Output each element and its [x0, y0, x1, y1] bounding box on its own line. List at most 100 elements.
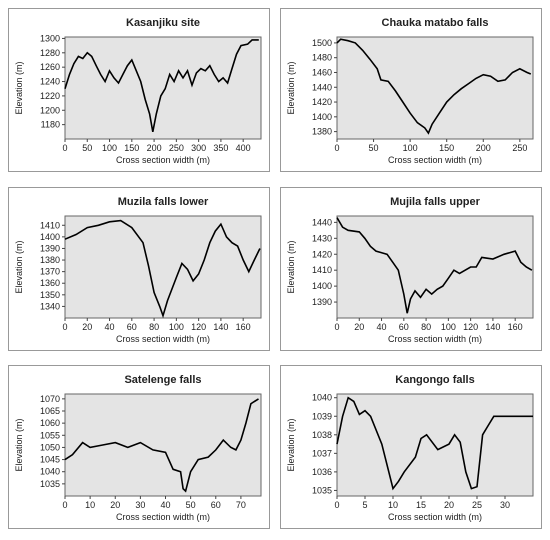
- x-tick-label: 0: [62, 143, 67, 153]
- y-tick-label: 1440: [312, 217, 332, 227]
- y-tick-label: 1220: [40, 91, 60, 101]
- y-tick-label: 1420: [312, 249, 332, 259]
- y-tick-label: 1240: [40, 77, 60, 87]
- x-tick-label: 60: [399, 322, 409, 332]
- x-tick-label: 250: [169, 143, 184, 153]
- x-tick-label: 60: [211, 500, 221, 510]
- x-tick-label: 150: [439, 143, 454, 153]
- y-tick-label: 1400: [40, 232, 60, 242]
- x-tick-label: 0: [62, 322, 67, 332]
- y-tick-label: 1430: [312, 233, 332, 243]
- y-tick-label: 1410: [40, 220, 60, 230]
- y-tick-label: 1360: [40, 278, 60, 288]
- x-tick-label: 40: [161, 500, 171, 510]
- x-axis-label: Cross section width (m): [116, 512, 210, 522]
- x-tick-label: 5: [362, 500, 367, 510]
- x-tick-label: 20: [444, 500, 454, 510]
- chart-panel: Chauka matabo falls 1380 1400 1420 1440 1460 1…: [280, 8, 542, 172]
- x-tick-label: 200: [147, 143, 162, 153]
- y-tick-label: 1300: [40, 33, 60, 43]
- y-tick-label: 1410: [312, 265, 332, 275]
- y-tick-label: 1037: [312, 448, 332, 458]
- y-tick-label: 1038: [312, 430, 332, 440]
- x-axis-label: Cross section width (m): [388, 334, 482, 344]
- y-tick-label: 1260: [40, 62, 60, 72]
- plot-area: [336, 215, 534, 319]
- plot-area: [64, 393, 262, 497]
- y-tick-label: 1380: [312, 127, 332, 137]
- y-tick-label: 1050: [40, 442, 60, 452]
- x-tick-label: 100: [441, 322, 456, 332]
- y-tick-label: 1040: [40, 467, 60, 477]
- x-tick-label: 0: [62, 500, 67, 510]
- x-tick-label: 70: [236, 500, 246, 510]
- x-tick-label: 15: [416, 500, 426, 510]
- x-tick-label: 80: [149, 322, 159, 332]
- x-tick-label: 100: [403, 143, 418, 153]
- chart-title: Muzila falls lower: [118, 196, 209, 208]
- y-tick-label: 1040: [312, 393, 332, 403]
- y-axis-label: Elevation (m): [14, 418, 24, 471]
- chart-panel: Mujila falls upper1390140014101420143014…: [280, 187, 542, 351]
- y-tick-label: 1180: [41, 120, 60, 130]
- x-tick-label: 50: [82, 143, 92, 153]
- y-tick-label: 1390: [40, 243, 60, 253]
- elevation-line: [336, 217, 533, 314]
- x-tick-label: 140: [485, 322, 500, 332]
- chart-panel: Kasanjiku site 1180 1200 1220 1240 1260 1280 13…: [8, 8, 270, 172]
- x-tick-label: 60: [127, 322, 137, 332]
- chart-title: Chauka matabo falls: [382, 17, 489, 29]
- chart-title: Mujila falls upper: [390, 196, 481, 208]
- x-tick-label: 150: [124, 143, 139, 153]
- x-tick-label: 120: [191, 322, 206, 332]
- x-tick-label: 350: [213, 143, 228, 153]
- x-tick-label: 40: [105, 322, 115, 332]
- x-tick-label: 140: [213, 322, 228, 332]
- y-tick-label: 1045: [40, 455, 60, 465]
- y-tick-label: 1039: [312, 411, 332, 421]
- y-tick-label: 1060: [40, 418, 60, 428]
- x-axis-label: Cross section width (m): [116, 155, 210, 165]
- y-tick-label: 1055: [40, 430, 60, 440]
- elevation-line: [336, 396, 533, 491]
- y-axis-label: Elevation (m): [14, 61, 24, 114]
- x-tick-label: 300: [191, 143, 206, 153]
- y-tick-label: 1400: [312, 112, 332, 122]
- x-tick-label: 40: [377, 322, 387, 332]
- x-tick-label: 25: [472, 500, 482, 510]
- chart-title: Satelenge falls: [124, 374, 201, 386]
- y-tick-label: 1340: [40, 301, 60, 311]
- x-tick-label: 50: [369, 143, 379, 153]
- y-tick-label: 1420: [312, 97, 332, 107]
- y-tick-label: 1390: [312, 297, 332, 307]
- y-tick-label: 1035: [40, 479, 60, 489]
- x-tick-label: 160: [508, 322, 523, 332]
- x-tick-label: 80: [421, 322, 431, 332]
- x-tick-label: 0: [334, 143, 339, 153]
- x-tick-label: 20: [82, 322, 92, 332]
- y-tick-label: 1480: [312, 53, 332, 63]
- chart-title: Kangongo falls: [395, 374, 474, 386]
- y-tick-label: 1065: [40, 406, 60, 416]
- x-tick-label: 100: [102, 143, 117, 153]
- elevation-line: [64, 219, 261, 319]
- x-tick-label: 50: [186, 500, 196, 510]
- x-tick-label: 10: [85, 500, 95, 510]
- plot-area: [336, 36, 534, 140]
- x-tick-label: 10: [388, 500, 398, 510]
- y-tick-label: 1070: [40, 394, 60, 404]
- y-axis-label: Elevation (m): [286, 418, 296, 471]
- x-tick-label: 120: [463, 322, 478, 332]
- y-tick-label: 1350: [40, 290, 60, 300]
- x-tick-label: 30: [135, 500, 145, 510]
- x-tick-label: 0: [334, 500, 339, 510]
- y-tick-label: 1440: [312, 82, 332, 92]
- x-axis-label: Cross section width (m): [388, 512, 482, 522]
- y-tick-label: 1036: [312, 467, 332, 477]
- x-tick-label: 400: [236, 143, 251, 153]
- chart-title: Kasanjiku site: [126, 17, 200, 29]
- plot-area: [64, 36, 262, 140]
- x-tick-label: 160: [236, 322, 251, 332]
